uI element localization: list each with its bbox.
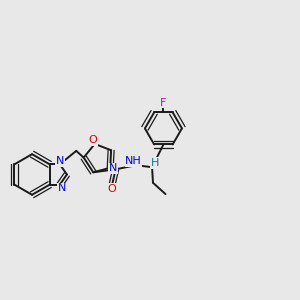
Text: N: N — [58, 183, 66, 193]
Text: O: O — [89, 135, 98, 146]
Text: H: H — [151, 158, 159, 168]
Text: O: O — [108, 184, 116, 194]
Text: NH: NH — [125, 156, 142, 166]
Text: N: N — [109, 164, 117, 173]
Text: F: F — [160, 98, 167, 108]
Text: N: N — [56, 156, 64, 166]
